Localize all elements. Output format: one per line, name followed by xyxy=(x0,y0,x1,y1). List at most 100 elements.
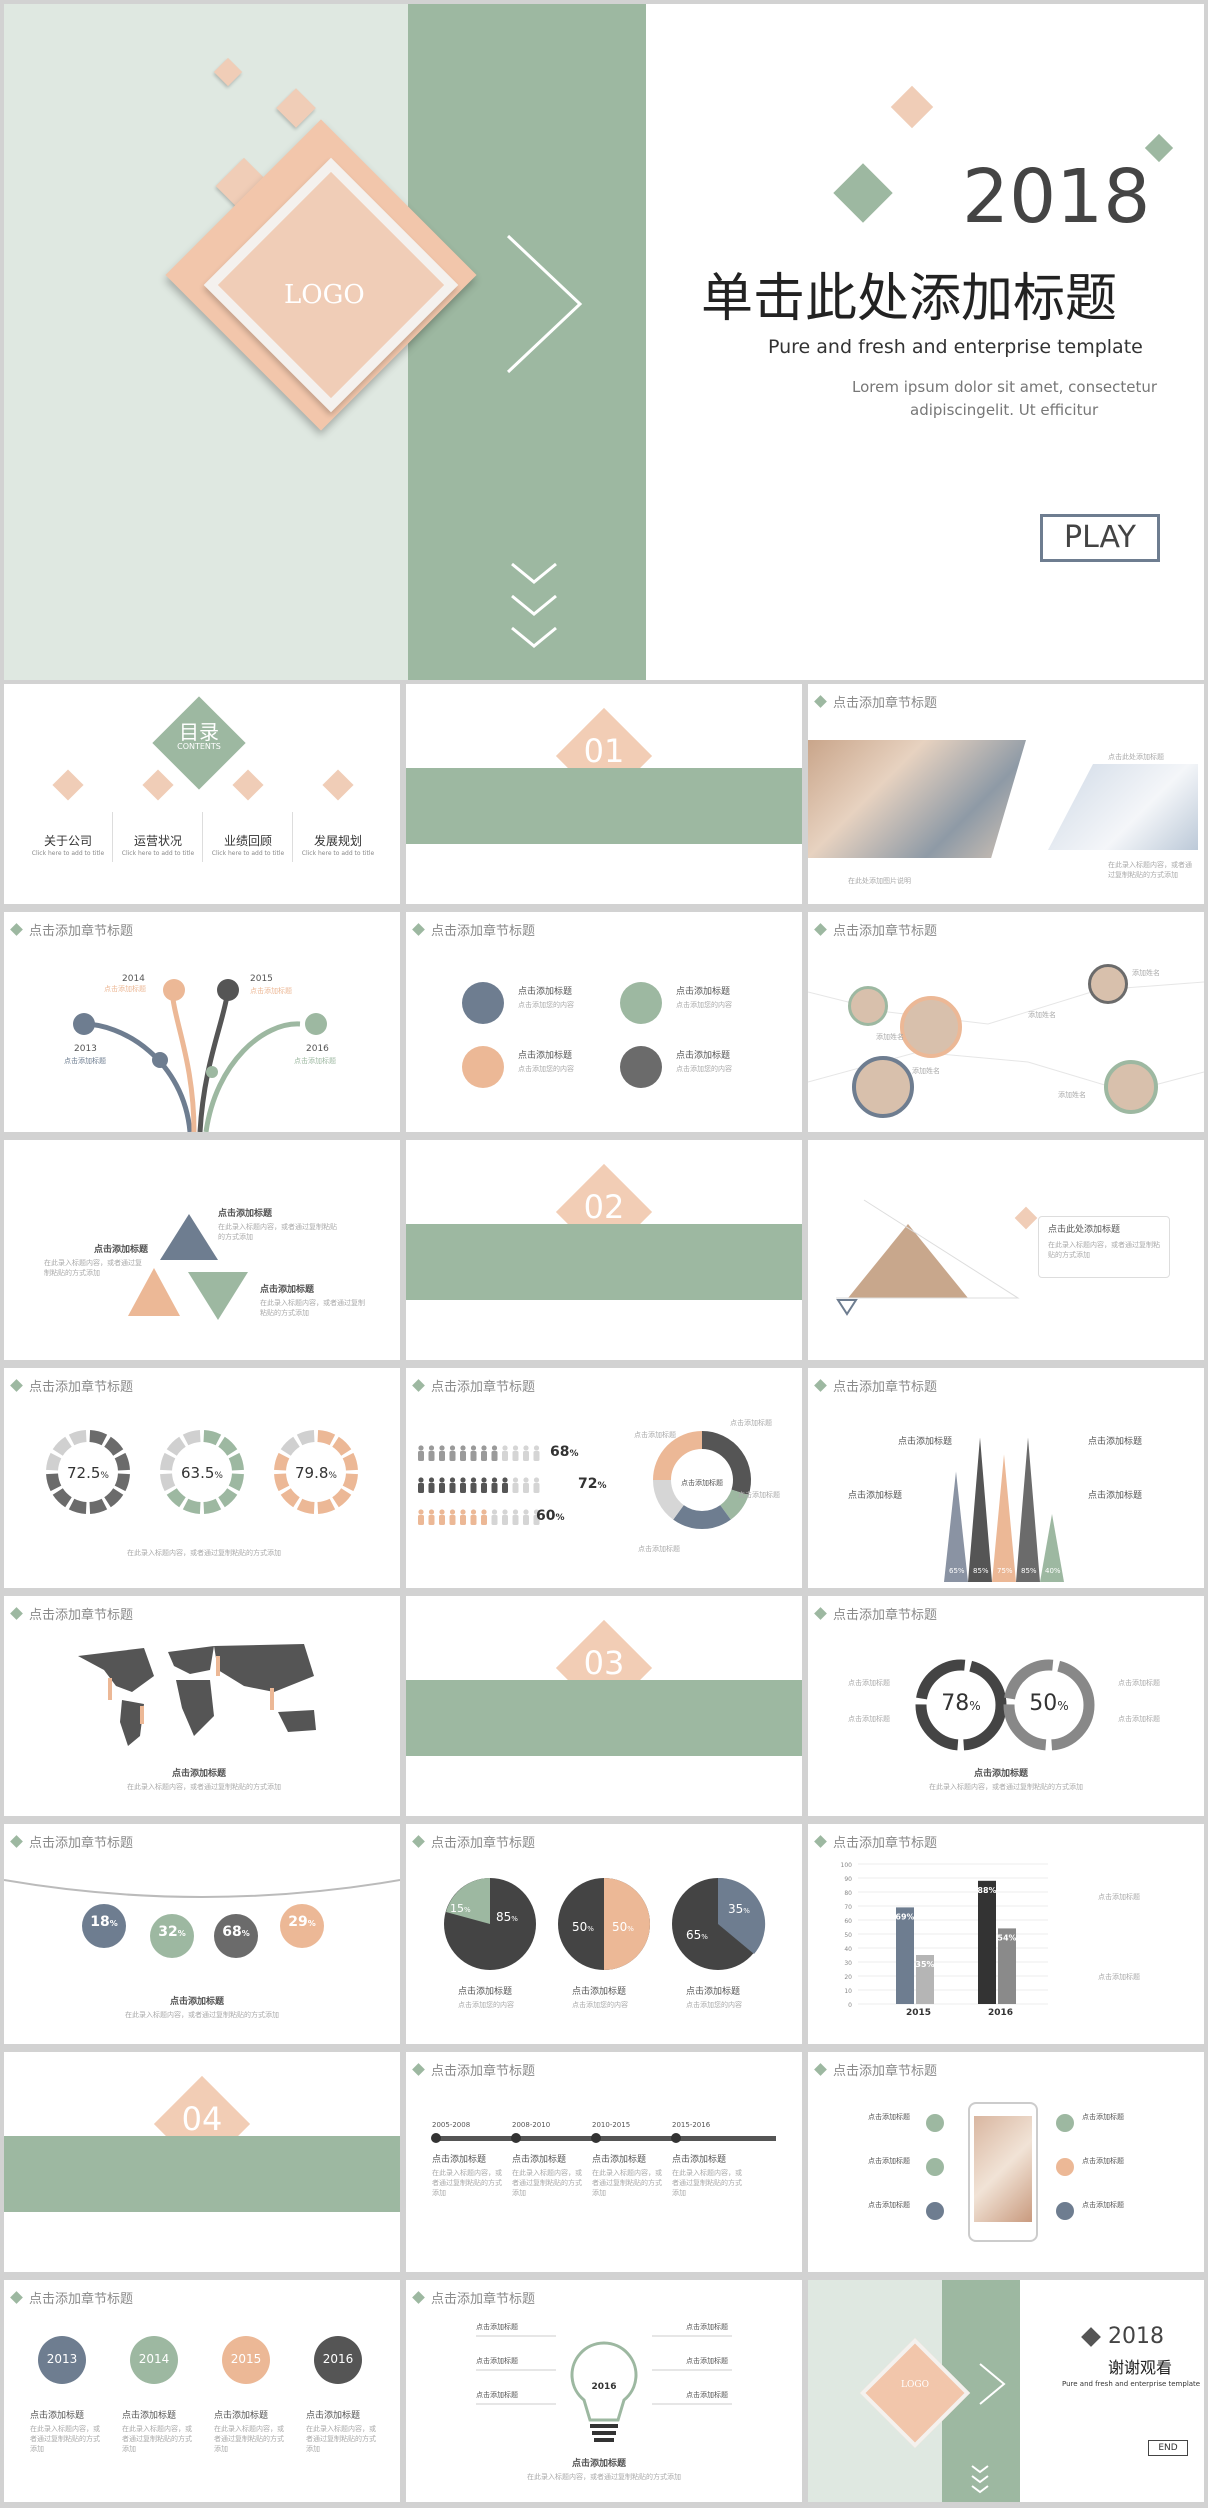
ring-center-label: 点击添加标题 xyxy=(681,1479,723,1487)
year-circle-label: 2015 xyxy=(230,2352,262,2366)
cover-desc-2: adipiscingelit. Ut efficitur xyxy=(910,401,1099,419)
feature-title: 点击添加标题 xyxy=(1082,2157,1124,2165)
person-icon-head xyxy=(491,1477,498,1483)
section-number: 02 xyxy=(583,1188,625,1226)
ring-label: 点击添加标题 xyxy=(638,1545,680,1553)
pie-content: 点击添加您的内容 xyxy=(572,2001,628,2009)
triangle-body: 在此录入标题内容，或者通过复制粘贴的方式添加 xyxy=(44,1259,142,1277)
person-icon-body xyxy=(470,1483,477,1493)
section-band xyxy=(4,2136,400,2212)
person-icon-body xyxy=(523,1451,529,1461)
person-icon-body xyxy=(491,1515,498,1525)
spike-title: 点击添加标题 xyxy=(848,1491,903,1501)
ring-segment xyxy=(719,1489,749,1520)
photo-caption: 在此录入标题内容，或者通过复制粘贴的方式添加 xyxy=(1108,861,1192,879)
bar-value-label: 88% xyxy=(977,1886,996,1895)
contents-item-diamond xyxy=(322,769,354,801)
person-icon-body xyxy=(428,1451,435,1461)
person-icon-head xyxy=(460,1477,466,1483)
contents-divider xyxy=(112,812,113,862)
people-pct: 72% xyxy=(578,1476,607,1492)
cycle-value: 50% xyxy=(1029,1691,1069,1716)
callout-title: 点击此处添加标题 xyxy=(1048,1225,1121,1235)
cover-chevrons xyxy=(506,234,583,648)
pies-slide: 点击添加章节标题 15% 85% 50% 50% 65% 35% 点击添加标题 … xyxy=(406,1824,802,2044)
slide-header: 点击添加章节标题 xyxy=(412,2288,535,2307)
person-icon-head xyxy=(449,1445,456,1451)
donut-segment xyxy=(296,1498,315,1514)
donut-segment xyxy=(182,1498,201,1514)
cover-slide: LOGO 2018 单击此处添加标题 Pure and fresh and en… xyxy=(4,4,1204,680)
donut-segment xyxy=(89,1498,108,1514)
team-name: 添加姓名 xyxy=(912,1067,940,1075)
contents-item-label[interactable]: 发展规划 xyxy=(313,834,362,848)
person-icon-body xyxy=(470,1451,477,1461)
donut-charts xyxy=(46,1430,358,1514)
slide-header: 点击添加章节标题 xyxy=(814,1604,937,1623)
ending-slide: LOGO 2018 谢谢观看 Pure and fresh and enterp… xyxy=(808,2280,1204,2502)
play-button[interactable]: PLAY xyxy=(1040,514,1160,562)
cover-desc-1: Lorem ipsum dolor sit amet, consectetur xyxy=(852,378,1158,396)
section-number: 04 xyxy=(181,2100,223,2138)
team-name: 添加姓名 xyxy=(1028,1011,1056,1019)
spike-title: 点击添加标题 xyxy=(1088,1491,1143,1501)
drop-badge xyxy=(82,1904,126,1948)
header-diamond-icon xyxy=(814,2063,827,2076)
person-icon-head xyxy=(502,1477,508,1483)
cycle-label: 点击添加标题 xyxy=(848,1679,890,1687)
contents-item-label[interactable]: 关于公司 xyxy=(43,834,92,848)
icon-content: 点击添加您的内容 xyxy=(676,1001,732,1009)
donut-segment xyxy=(342,1473,358,1492)
bulb-title: 点击添加标题 xyxy=(572,2459,627,2469)
person-icon-head xyxy=(470,1445,477,1451)
timeline-title: 点击添加标题 xyxy=(512,2155,567,2165)
y-tick-label: 60 xyxy=(844,1918,852,1925)
timeline-year: 2010-2015 xyxy=(592,2121,631,2129)
circle-title: 点击添加标题 xyxy=(306,2411,361,2421)
y-tick-label: 70 xyxy=(844,1904,852,1911)
contents-divider xyxy=(202,812,203,862)
section-band xyxy=(406,1224,802,1300)
donuts-slide: 点击添加章节标题 72.5% 63.5% 79.8% 在此录入标题内容，或者通过… xyxy=(4,1368,400,1588)
contents-item-label[interactable]: 业绩回顾 xyxy=(223,834,272,848)
team-name: 添加姓名 xyxy=(1132,969,1160,977)
spike-bar xyxy=(1040,1514,1064,1582)
contents-item-label[interactable]: 运营状况 xyxy=(133,834,182,848)
person-icon-body xyxy=(512,1483,519,1493)
person-icon-body xyxy=(481,1451,487,1461)
team-slide: 点击添加章节标题 添加姓名 添加姓名 添加姓名 添加姓名 添加姓名 xyxy=(808,912,1204,1132)
triangle-label: 点击添加标题 xyxy=(218,1209,273,1219)
section-band xyxy=(406,768,802,844)
cover-title: 单击此处添加标题 xyxy=(701,269,1118,329)
person-icon-head xyxy=(481,1509,487,1515)
circle-title: 点击添加标题 xyxy=(122,2411,177,2421)
y-tick-label: 10 xyxy=(844,1988,852,1995)
person-icon-body xyxy=(502,1451,508,1461)
triangle-pieces xyxy=(128,1214,248,1320)
donut-segment xyxy=(342,1452,358,1471)
person-icon-body xyxy=(502,1483,508,1493)
people-pct: 60% xyxy=(536,1508,565,1524)
fan-label: 点击添加标题 xyxy=(64,1057,106,1065)
cover-year: 2018 xyxy=(962,154,1151,240)
bulb-label: 点击添加标题 xyxy=(686,2391,728,2399)
donut-segment xyxy=(46,1452,62,1471)
ring-segment xyxy=(653,1479,685,1520)
bar-value-label: 54% xyxy=(997,1933,1016,1942)
spike-chart xyxy=(944,1437,1064,1582)
cycle-label: 点击添加标题 xyxy=(1118,1679,1160,1687)
spike-label: 85% xyxy=(973,1567,989,1575)
bar-value-label: 69% xyxy=(895,1912,914,1921)
timeline-slide: 点击添加章节标题 2005-2008 2008-2010 2010-2015 2… xyxy=(406,2052,802,2272)
map-title: 点击添加标题 xyxy=(172,1769,227,1779)
circle-body: 在此录入标题内容，或者通过复制粘贴的方式添加 xyxy=(30,2425,100,2453)
spike-bar xyxy=(1016,1437,1040,1582)
end-button[interactable]: END xyxy=(1148,2440,1188,2456)
ending-chevrons xyxy=(971,2363,1006,2494)
person-icon-head xyxy=(481,1445,487,1451)
pie-value: 15% xyxy=(450,1902,471,1915)
circle-title: 点击添加标题 xyxy=(214,2411,269,2421)
fan-label: 点击添加标题 xyxy=(294,1057,336,1065)
ending-year: 2018 xyxy=(1108,2324,1164,2349)
people-slide: 点击添加章节标题 68% 72% 60% 点击添加标题 点击添加标题 点击添加标… xyxy=(406,1368,802,1588)
